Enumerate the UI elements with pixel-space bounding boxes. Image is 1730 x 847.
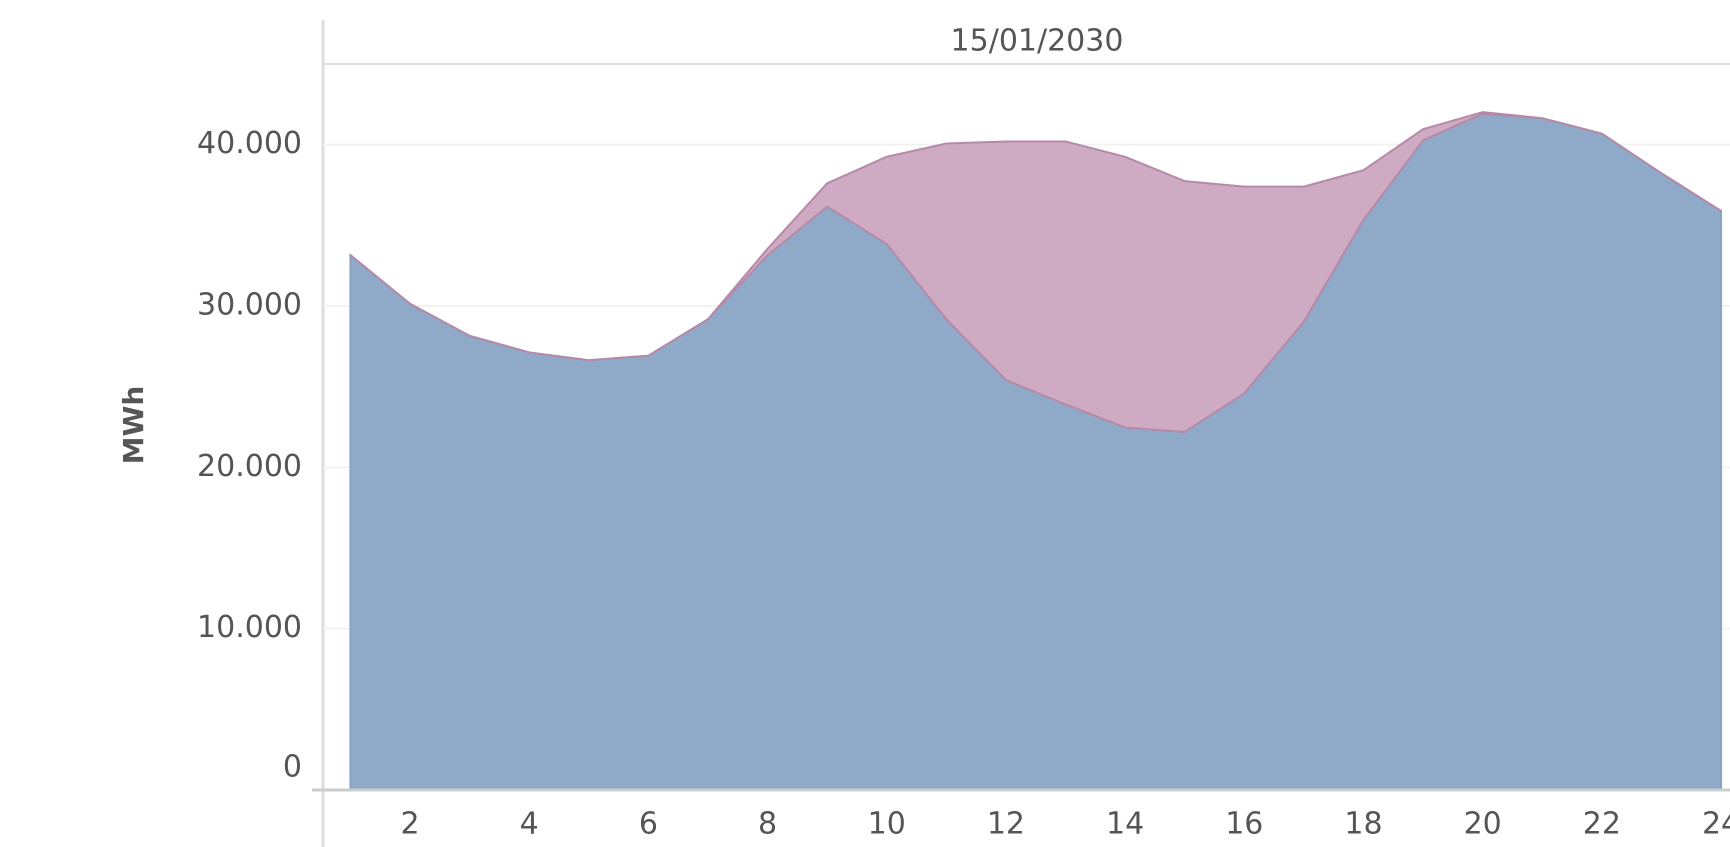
x-tick-label: 18 (1344, 807, 1382, 842)
x-tick-label: 6 (639, 807, 658, 842)
x-tick-label: 20 (1464, 807, 1502, 842)
y-tick-label: 20.000 (197, 449, 302, 484)
y-tick-label: 30.000 (197, 288, 302, 323)
area (349, 111, 1722, 434)
x-tick-label: 24 (1702, 807, 1730, 842)
y-axis-label: MWh (117, 386, 150, 465)
x-tick-label: 14 (1106, 807, 1144, 842)
y-tick-label: 40.000 (197, 126, 302, 161)
x-tick-label: 12 (987, 807, 1025, 842)
chart-title: 15/01/2030 (951, 24, 1124, 59)
x-tick-label: 22 (1583, 807, 1621, 842)
x-tick-label: 4 (520, 807, 539, 842)
x-tick-label: 10 (868, 807, 906, 842)
x-tick-label: 2 (400, 807, 419, 842)
y-tick-label: 10.000 (197, 610, 302, 645)
x-tick-label: 8 (758, 807, 777, 842)
x-tick-label: 16 (1225, 807, 1263, 842)
y-tick-label: 0 (283, 750, 302, 785)
